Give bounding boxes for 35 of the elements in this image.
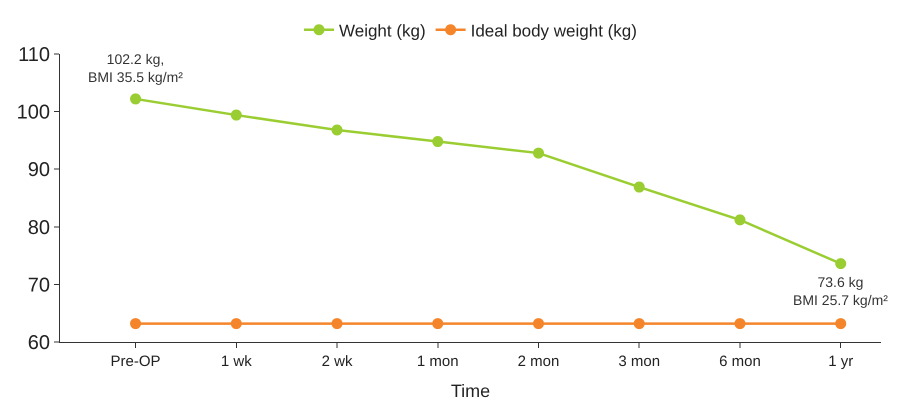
- point: [332, 318, 343, 330]
- point: [634, 182, 645, 193]
- point: [230, 318, 242, 330]
- point: [835, 258, 846, 270]
- point: [230, 110, 242, 121]
- x-tick-label: 1 yr: [828, 353, 854, 370]
- y-tick-label: 110: [18, 44, 50, 66]
- legend-label: Weight (kg): [339, 21, 426, 40]
- point: [533, 148, 544, 159]
- point: [533, 318, 544, 330]
- point: [130, 318, 142, 330]
- x-tick-label: Pre-OP: [110, 353, 161, 370]
- x-tick-label: 1 wk: [220, 353, 252, 370]
- annotation: 102.2 kg, BMI 35.5 kg/m²: [88, 51, 184, 86]
- point: [734, 318, 746, 330]
- point: [835, 318, 846, 330]
- point: [432, 136, 444, 148]
- x-axis-title: Time: [450, 381, 490, 402]
- y-tick-label: 90: [28, 159, 50, 182]
- point: [634, 318, 645, 330]
- annotation: 73.6 kg BMI 25.7 kg/m²: [793, 274, 888, 308]
- x-tick-label: 3 mon: [618, 353, 660, 370]
- y-tick-label: 70: [28, 274, 50, 296]
- y-tick-label: 80: [28, 216, 50, 239]
- point: [734, 214, 746, 226]
- y-tick-label: 60: [28, 332, 50, 354]
- legend-label: Ideal body weight (kg): [470, 21, 637, 40]
- point: [130, 93, 142, 104]
- point: [432, 318, 444, 330]
- point: [332, 124, 343, 136]
- x-tick-label: 6 mon: [719, 353, 761, 370]
- x-tick-label: 2 wk: [322, 353, 353, 370]
- x-tick-label: 1 mon: [416, 353, 459, 370]
- y-tick-label: 100: [16, 102, 50, 124]
- x-tick-label: 2 mon: [518, 353, 560, 370]
